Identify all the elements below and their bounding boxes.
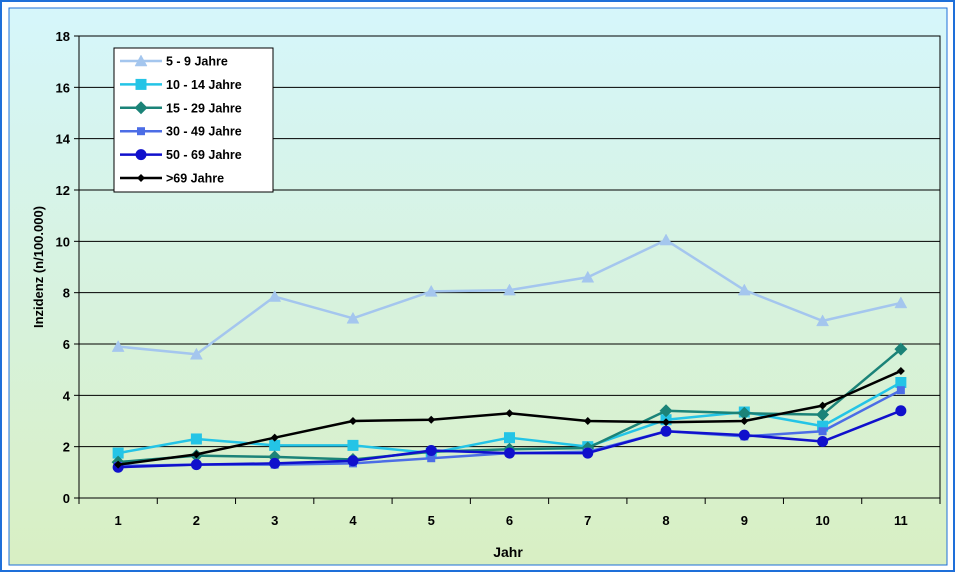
legend-swatch-marker <box>135 149 147 161</box>
data-point <box>818 401 827 410</box>
data-point <box>114 460 123 469</box>
y-tick-label: 8 <box>63 286 70 301</box>
x-tick-label: 1 <box>115 513 122 528</box>
legend-swatch-marker <box>135 78 147 90</box>
legend-label: 10 - 14 Jahre <box>166 78 242 92</box>
series-5 <box>112 405 907 473</box>
x-tick-label: 4 <box>349 513 357 528</box>
x-tick-label: 5 <box>428 513 435 528</box>
series-6 <box>114 366 905 469</box>
data-point <box>659 233 673 246</box>
data-point <box>817 420 829 432</box>
data-point <box>112 447 124 459</box>
data-point <box>737 406 751 420</box>
series-1 <box>111 233 908 360</box>
data-point <box>583 417 592 425</box>
x-tick-label: 10 <box>815 513 829 528</box>
legend-swatch-marker <box>137 174 145 182</box>
data-point <box>740 417 749 425</box>
data-point <box>818 427 827 436</box>
data-point <box>816 314 830 327</box>
data-point <box>505 409 514 418</box>
data-point <box>662 418 671 427</box>
data-point <box>348 417 357 425</box>
data-point <box>659 404 673 418</box>
legend-item: 5 - 9 Jahre <box>120 54 228 69</box>
y-axis-label: Inzidenz (n/100.000) <box>31 206 46 328</box>
legend-swatch-marker <box>134 101 148 115</box>
y-tick-label: 14 <box>56 132 71 147</box>
legend-label: >69 Jahre <box>166 172 224 186</box>
data-point <box>504 447 515 459</box>
legend-item: 30 - 49 Jahre <box>120 125 242 139</box>
data-point <box>817 436 829 448</box>
y-tick-label: 2 <box>63 440 70 455</box>
data-point <box>896 366 905 375</box>
data-point <box>816 408 830 422</box>
legend-swatch-marker <box>134 54 148 67</box>
data-point <box>582 447 594 459</box>
x-tick-label: 8 <box>662 513 669 528</box>
data-point <box>347 439 359 451</box>
legend-label: 30 - 49 Jahre <box>166 125 242 139</box>
data-point <box>894 296 908 309</box>
x-tick-label: 3 <box>271 513 278 528</box>
x-axis-label: Jahr <box>493 544 523 560</box>
legend-item: >69 Jahre <box>120 172 224 186</box>
series-group <box>111 233 908 473</box>
data-point <box>268 289 282 302</box>
data-point <box>269 457 281 469</box>
legend: 5 - 9 Jahre 10 - 14 Jahre 15 - 29 Jahre 30 … <box>113 47 274 193</box>
y-tick-label: 18 <box>56 29 70 44</box>
data-point <box>504 432 515 444</box>
y-tick-label: 16 <box>56 80 70 95</box>
data-point <box>427 454 436 463</box>
y-tick-label: 4 <box>63 388 71 403</box>
data-point <box>270 433 279 442</box>
legend-box <box>113 47 274 193</box>
x-tick-label: 7 <box>584 513 591 528</box>
data-point <box>111 340 125 352</box>
data-point <box>269 439 281 451</box>
data-point <box>347 455 359 467</box>
legend-label: 5 - 9 Jahre <box>166 55 228 69</box>
data-point <box>346 311 360 324</box>
data-point <box>190 433 202 445</box>
data-point <box>424 284 438 297</box>
data-point <box>894 342 908 356</box>
y-tick-label: 10 <box>56 234 70 249</box>
y-tick-label: 0 <box>63 491 70 506</box>
data-point <box>581 270 595 283</box>
data-point <box>192 450 201 459</box>
x-tick-label: 2 <box>193 513 200 528</box>
data-point <box>427 415 436 424</box>
data-point <box>660 425 672 437</box>
legend-label: 15 - 29 Jahre <box>166 101 242 115</box>
legend-label: 50 - 69 Jahre <box>166 148 242 162</box>
data-point <box>895 377 907 388</box>
y-tick-label: 6 <box>63 337 70 352</box>
legend-item: 50 - 69 Jahre <box>120 148 242 162</box>
x-tick-label: 11 <box>894 513 908 528</box>
data-point <box>190 459 202 471</box>
data-point <box>503 283 516 296</box>
legend-item: 15 - 29 Jahre <box>120 101 242 115</box>
legend-item: 10 - 14 Jahre <box>120 78 242 92</box>
x-tick-label: 6 <box>506 513 513 528</box>
x-tick-label: 9 <box>741 513 748 528</box>
data-point <box>425 445 437 457</box>
data-point <box>189 347 203 360</box>
data-point <box>737 283 751 296</box>
data-point <box>738 429 750 441</box>
data-point <box>895 405 907 417</box>
data-point <box>896 386 905 395</box>
y-tick-label: 12 <box>56 183 70 198</box>
legend-swatch-marker <box>137 127 145 136</box>
